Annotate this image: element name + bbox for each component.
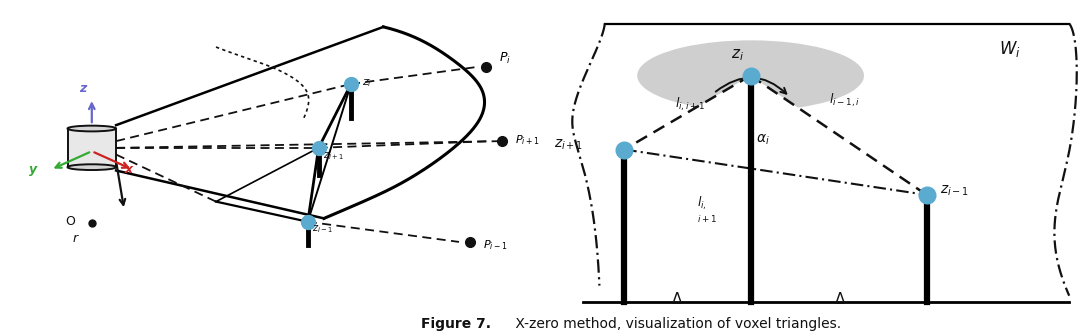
Text: $l_{i,i+1}$: $l_{i,i+1}$ <box>675 95 705 113</box>
Text: X-zero method, visualization of voxel triangles.: X-zero method, visualization of voxel tr… <box>511 317 841 331</box>
Ellipse shape <box>68 126 117 131</box>
Text: $z_{i+1}$: $z_{i+1}$ <box>323 150 343 162</box>
Text: $z_i$: $z_i$ <box>731 48 744 64</box>
Text: Figure 7.: Figure 7. <box>421 317 491 331</box>
Text: $\Delta$: $\Delta$ <box>671 291 684 307</box>
Text: $W_i$: $W_i$ <box>999 39 1021 59</box>
Text: O: O <box>65 215 75 228</box>
Text: $P_{i-1}$: $P_{i-1}$ <box>483 239 508 252</box>
Wedge shape <box>637 40 864 108</box>
Text: r: r <box>72 232 78 245</box>
Text: y: y <box>29 163 38 176</box>
Text: $P_i$: $P_i$ <box>499 51 511 66</box>
Text: $\Delta$: $\Delta$ <box>834 291 847 307</box>
Text: $\alpha_i$: $\alpha_i$ <box>756 133 770 147</box>
Ellipse shape <box>68 164 117 170</box>
Text: $z_{i+1}$: $z_{i+1}$ <box>554 138 583 152</box>
FancyBboxPatch shape <box>67 128 117 167</box>
Text: x: x <box>124 163 133 176</box>
Text: $z_{i-1}$: $z_{i-1}$ <box>940 183 969 198</box>
Text: $P_{i+1}$: $P_{i+1}$ <box>515 133 540 146</box>
Text: $l_{i,}$: $l_{i,}$ <box>697 194 706 212</box>
Text: $l_{i-1,i}$: $l_{i-1,i}$ <box>829 92 861 109</box>
Text: $_{i+1}$: $_{i+1}$ <box>697 211 717 224</box>
Text: $z_i$: $z_i$ <box>362 78 372 89</box>
Text: $z_{i-1}$: $z_{i-1}$ <box>312 223 333 235</box>
Text: z: z <box>79 82 86 94</box>
